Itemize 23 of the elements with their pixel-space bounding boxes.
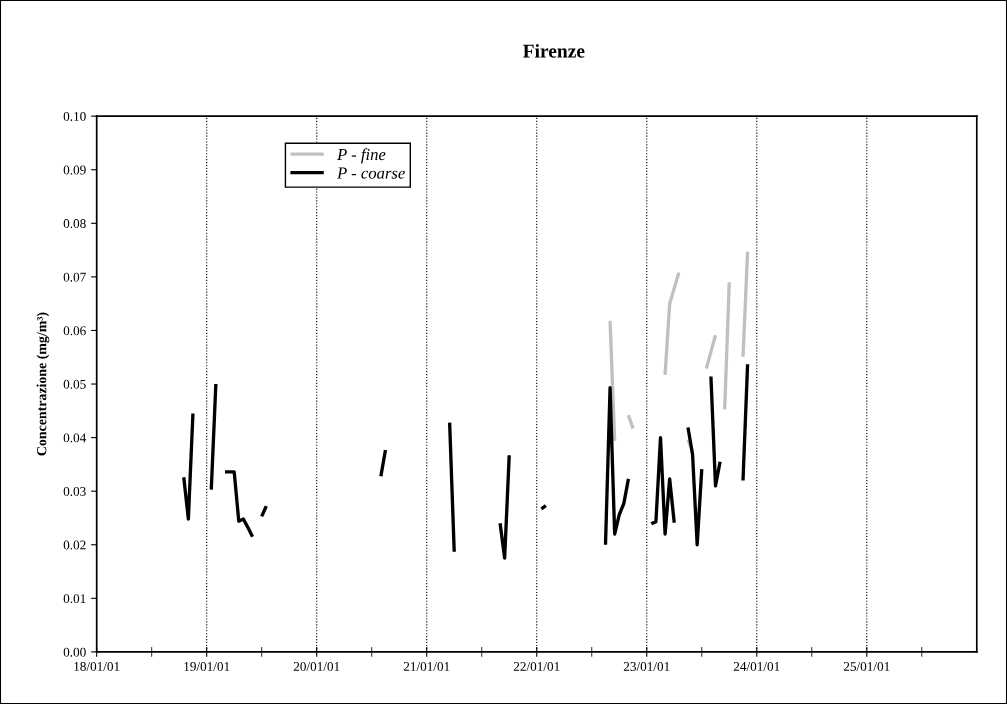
y-tick-label: 0.08 <box>63 219 86 229</box>
y-tick-label: 0.00 <box>63 647 86 657</box>
x-tick-label: 25/01/01 <box>843 662 890 671</box>
y-tick-label: 0.07 <box>63 272 86 282</box>
y-tick-label: 0.05 <box>63 379 86 389</box>
y-tick-label: 0.01 <box>63 594 86 604</box>
y-tick-label: 0.04 <box>63 433 87 443</box>
y-tick-label: 0.10 <box>63 111 86 121</box>
x-tick-label: 24/01/01 <box>733 662 780 671</box>
y-tick-label: 0.03 <box>63 486 86 496</box>
x-tick-label: 23/01/01 <box>623 662 670 671</box>
x-tick-label: 22/01/01 <box>513 662 560 671</box>
chart-title: Firenze <box>523 43 585 58</box>
legend-label: P - fine <box>337 148 386 164</box>
x-tick-label: 20/01/01 <box>293 662 340 671</box>
y-tick-label: 0.02 <box>63 540 86 550</box>
legend-label: P - coarse <box>337 167 405 179</box>
y-tick-label: 0.06 <box>63 326 86 336</box>
y-tick-label: 0.09 <box>63 165 86 175</box>
x-tick-label: 21/01/01 <box>403 662 450 671</box>
x-tick-label: 18/01/01 <box>74 662 120 671</box>
x-tick-label: 19/01/01 <box>184 662 230 671</box>
y-axis-title: Concentrazione (mg/m³) <box>36 312 50 456</box>
